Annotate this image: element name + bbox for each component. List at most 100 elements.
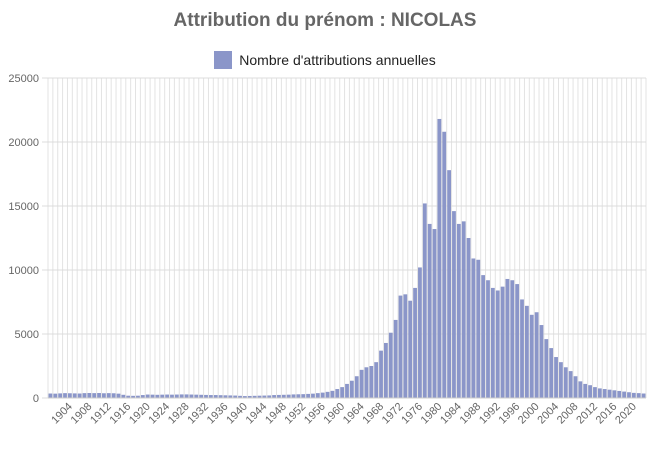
bar [437, 118, 442, 399]
bar [145, 394, 150, 398]
bar [447, 170, 451, 398]
x-tick-label: 1928 [166, 401, 192, 427]
bar [524, 305, 529, 398]
x-tick-label: 1964 [341, 401, 367, 427]
bar [379, 350, 383, 398]
bar [82, 393, 87, 398]
bar [559, 362, 563, 398]
bar [515, 284, 520, 398]
bar [277, 394, 281, 398]
x-tick-label: 1952 [283, 401, 309, 427]
x-tick-label: 1972 [380, 401, 406, 427]
bar [67, 393, 72, 398]
bar [481, 275, 486, 398]
bar [179, 394, 184, 398]
bar [403, 294, 408, 398]
bar [427, 223, 432, 398]
y-tick-label: 15000 [8, 201, 39, 213]
bar [631, 392, 636, 398]
bar [442, 131, 447, 398]
bar [111, 393, 116, 398]
bar [359, 369, 364, 398]
bar [243, 396, 247, 398]
x-tick-label: 1912 [88, 401, 114, 427]
bar [325, 391, 330, 398]
bar [340, 387, 345, 398]
bar [204, 394, 208, 398]
bar [374, 362, 379, 398]
y-tick-label: 25000 [8, 73, 39, 85]
bar [320, 392, 325, 398]
bar [593, 387, 597, 398]
bar [136, 395, 140, 398]
bar [170, 394, 174, 398]
bar [199, 394, 204, 398]
x-tick-label: 1960 [321, 401, 347, 427]
bar [597, 388, 602, 398]
bar [505, 278, 510, 398]
bar [418, 267, 422, 398]
bar [607, 389, 612, 398]
bar [490, 287, 495, 398]
bar [165, 394, 170, 398]
bar [272, 395, 276, 398]
bar [126, 395, 131, 398]
x-tick-label: 1976 [399, 401, 425, 427]
bar [48, 393, 53, 398]
x-tick-label: 1956 [302, 401, 328, 427]
bar [218, 395, 223, 398]
x-tick-label: 1940 [224, 401, 250, 427]
bar [121, 394, 126, 398]
bar [641, 393, 646, 398]
bar [281, 394, 286, 398]
bar [306, 393, 311, 398]
bar [583, 383, 588, 398]
bar [408, 300, 413, 398]
x-tick-label: 1924 [146, 401, 172, 427]
bar [238, 395, 242, 398]
x-tick-label: 1904 [49, 401, 75, 427]
bar [364, 367, 369, 398]
bar [296, 394, 301, 398]
bar [194, 394, 199, 398]
bar [563, 367, 568, 398]
bar [228, 395, 233, 398]
bar [388, 332, 393, 398]
legend-swatch [214, 51, 233, 69]
bar [311, 393, 315, 398]
y-tick-label: 20000 [8, 137, 39, 149]
bar [233, 395, 238, 398]
bar [539, 325, 544, 398]
bar [267, 395, 272, 398]
bar [393, 319, 398, 398]
bar [432, 229, 437, 398]
bar [189, 394, 194, 398]
bar [486, 280, 490, 398]
bar [476, 259, 481, 398]
x-tick-label: 1932 [185, 401, 211, 427]
bar [301, 394, 306, 398]
chart-title: Attribution du prénom : NICOLAS [173, 10, 477, 31]
x-tick-label: 2012 [574, 401, 600, 427]
bar [622, 391, 627, 398]
bar [369, 366, 374, 398]
bar [636, 393, 641, 398]
bar [471, 258, 476, 398]
bar [568, 371, 573, 398]
bar [578, 381, 583, 398]
x-tick-label: 2016 [594, 401, 620, 427]
bar [422, 203, 427, 398]
x-tick-label: 1992 [477, 401, 503, 427]
bar [612, 390, 617, 398]
bar [131, 395, 135, 398]
x-tick-label: 2000 [516, 401, 542, 427]
bar [354, 376, 359, 398]
bar [102, 393, 106, 398]
x-tick-label: 1916 [108, 401, 134, 427]
bar [213, 395, 218, 398]
bar [140, 395, 145, 398]
bar [349, 380, 354, 398]
bar [208, 395, 213, 398]
bar [92, 393, 97, 398]
bar [452, 211, 456, 398]
